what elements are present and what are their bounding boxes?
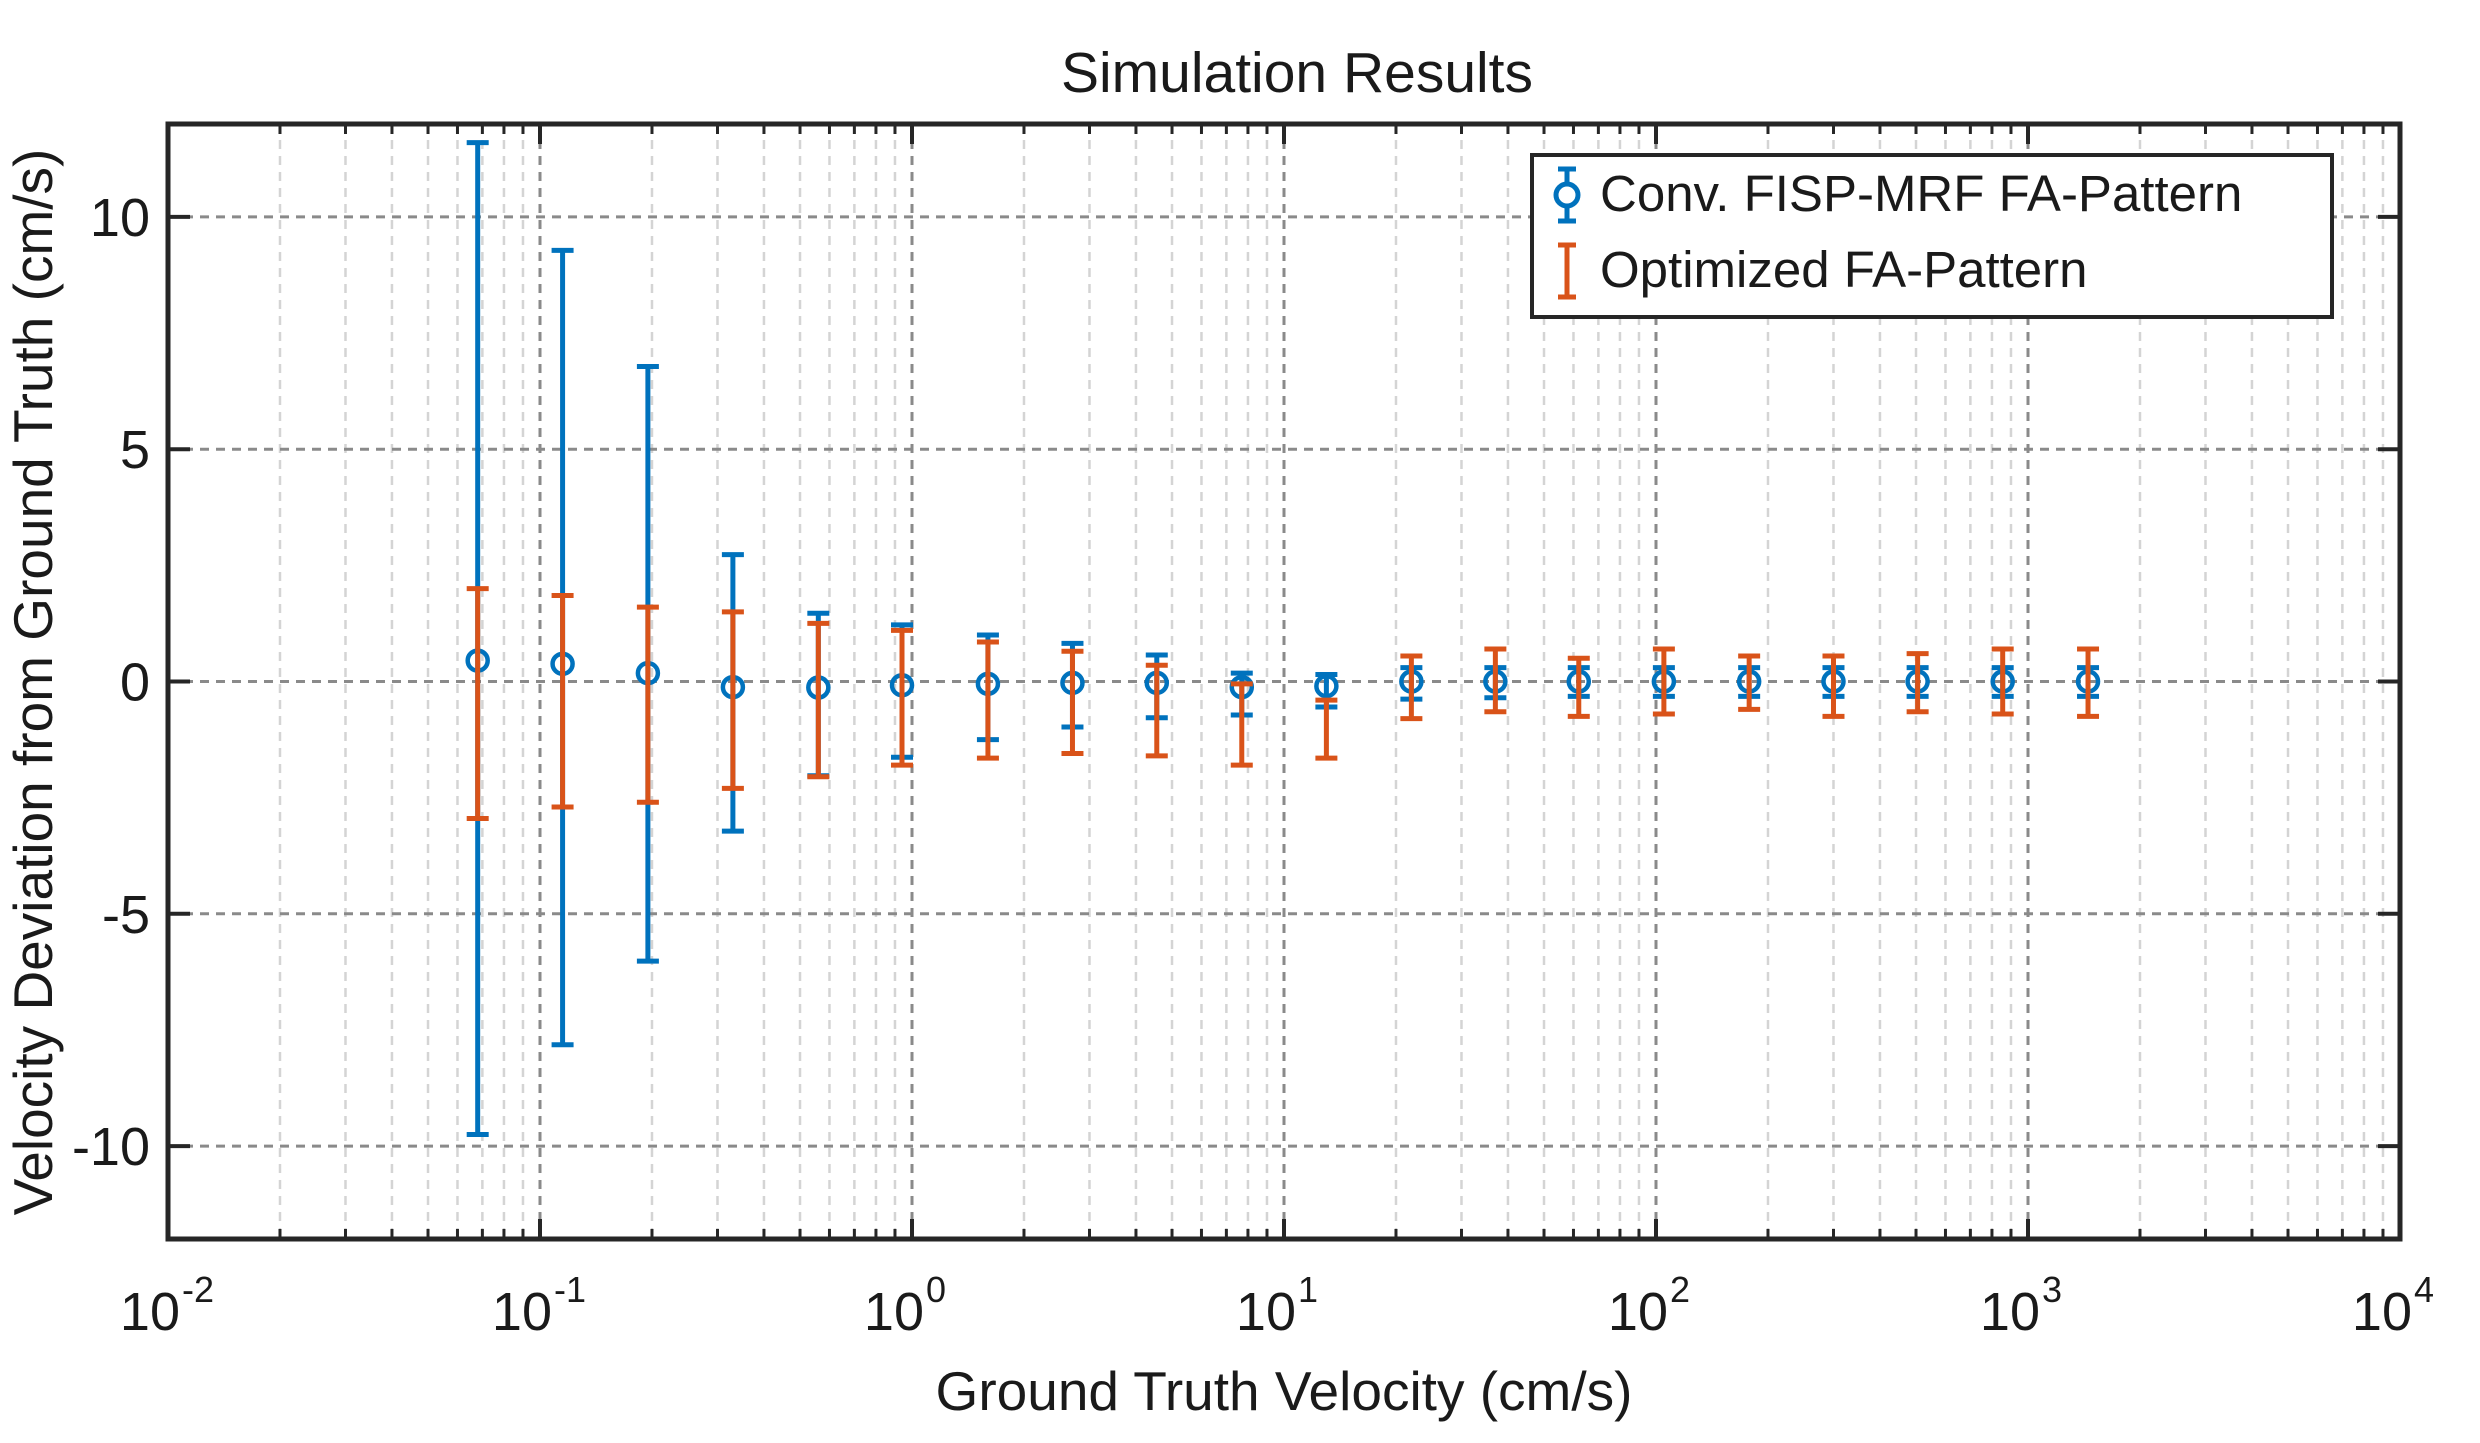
chart-title: Simulation Results xyxy=(1061,41,1533,105)
x-tick-label: 10 xyxy=(2352,1282,2412,1342)
x-tick-exponent: 1 xyxy=(1298,1269,1318,1310)
conv-marker xyxy=(1314,673,1339,699)
y-tick-label: 10 xyxy=(90,188,150,248)
legend-symbol-conv xyxy=(1553,166,1581,224)
y-tick-label: 5 xyxy=(120,420,150,480)
y-tick-label: -10 xyxy=(72,1117,150,1177)
legend-box xyxy=(1530,153,2334,319)
grid xyxy=(166,124,2402,1239)
x-tick-label: 10 xyxy=(1608,1282,1668,1342)
x-axis-label: Ground Truth Velocity (cm/s) xyxy=(936,1360,1633,1422)
y-tick-label: -5 xyxy=(102,885,150,945)
y-tick-label: 0 xyxy=(120,653,150,713)
legend-label-optimized: Optimized FA-Pattern xyxy=(1600,241,2088,298)
x-tick-label: 10 xyxy=(492,1282,552,1342)
conv-legend-marker xyxy=(1553,181,1581,209)
legend-label-conv: Conv. FISP-MRF FA-Pattern xyxy=(1600,165,2242,222)
x-tick-exponent: 0 xyxy=(926,1269,946,1310)
plot-frame xyxy=(165,121,2403,1242)
x-tick-exponent: -2 xyxy=(182,1269,214,1310)
y-ticks: 10 5 0 -5 -10 xyxy=(72,188,2400,1177)
x-tick-label: 10 xyxy=(1980,1282,2040,1342)
legend-symbol-optimized xyxy=(1558,242,1576,300)
x-tick-exponent: 2 xyxy=(1670,1269,1690,1310)
y-axis-label: Velocity Deviation from Ground Truth (cm… xyxy=(2,149,64,1216)
x-tick-label: 10 xyxy=(864,1282,924,1342)
x-tick-exponent: 3 xyxy=(2042,1269,2062,1310)
legend: Conv. FISP-MRF FA-Pattern Optimized FA-P… xyxy=(1530,153,2334,319)
x-tick-label: 10 xyxy=(120,1282,180,1342)
x-tick-exponent: 4 xyxy=(2414,1269,2434,1310)
series-optimized xyxy=(466,586,2100,822)
x-tick-label: 10 xyxy=(1236,1282,1296,1342)
x-tick-exponent: -1 xyxy=(554,1269,586,1310)
